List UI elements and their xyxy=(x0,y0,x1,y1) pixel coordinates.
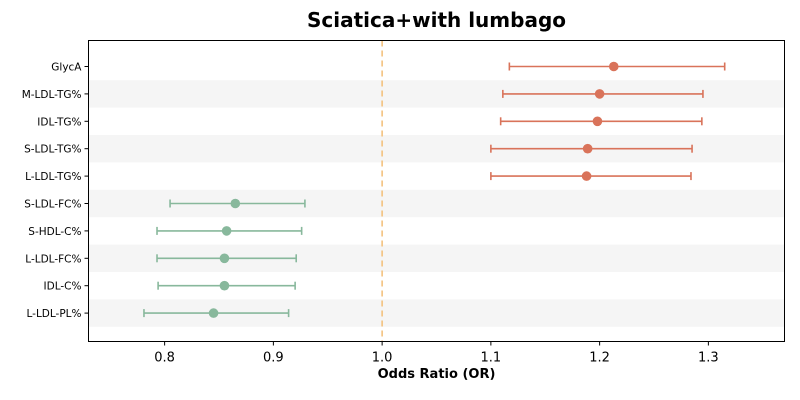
x-tick-label: 1.1 xyxy=(481,351,502,366)
y-tick-label: S-LDL-TG% xyxy=(24,144,81,156)
forest-marks xyxy=(143,61,726,318)
x-tick-label: 1.3 xyxy=(698,351,719,366)
y-tick-label: M-LDL-TG% xyxy=(22,89,82,101)
y-tick-label: IDL-C% xyxy=(44,281,82,293)
x-axis: 0.8 0.9 1.0 1.1 1.2 1.3 xyxy=(154,341,719,366)
y-tick-label: L-LDL-TG% xyxy=(25,171,81,183)
point-estimate xyxy=(582,143,593,154)
y-tick-label: IDL-TG% xyxy=(37,116,81,128)
chart-title: Sciatica+with lumbago xyxy=(306,8,567,32)
point-estimate xyxy=(208,308,219,318)
x-tick-label: 1.0 xyxy=(372,351,393,366)
x-tick-label: 0.9 xyxy=(263,351,284,366)
point-estimate xyxy=(230,198,241,209)
point-estimate xyxy=(592,116,603,127)
x-axis-label: Odds Ratio (OR) xyxy=(377,367,496,382)
y-axis: GlycA M-LDL-TG% IDL-TG% S-LDL-TG% L-LDL-TG% S… xyxy=(22,62,89,320)
y-tick-label: S-LDL-FC% xyxy=(24,199,81,211)
point-estimate xyxy=(581,171,592,181)
point-estimate xyxy=(221,226,232,236)
plot-frame xyxy=(88,40,785,342)
y-tick-label: GlycA xyxy=(51,62,82,74)
point-estimate xyxy=(608,61,619,72)
y-tick-label: S-HDL-C% xyxy=(28,226,81,238)
point-estimate xyxy=(219,253,230,264)
point-estimate xyxy=(594,89,605,99)
x-tick-label: 1.2 xyxy=(589,351,610,366)
point-estimate xyxy=(219,280,230,291)
x-tick-label: 0.8 xyxy=(154,351,175,366)
y-tick-label: L-LDL-PL% xyxy=(26,308,81,320)
y-tick-label: L-LDL-FC% xyxy=(25,253,81,265)
